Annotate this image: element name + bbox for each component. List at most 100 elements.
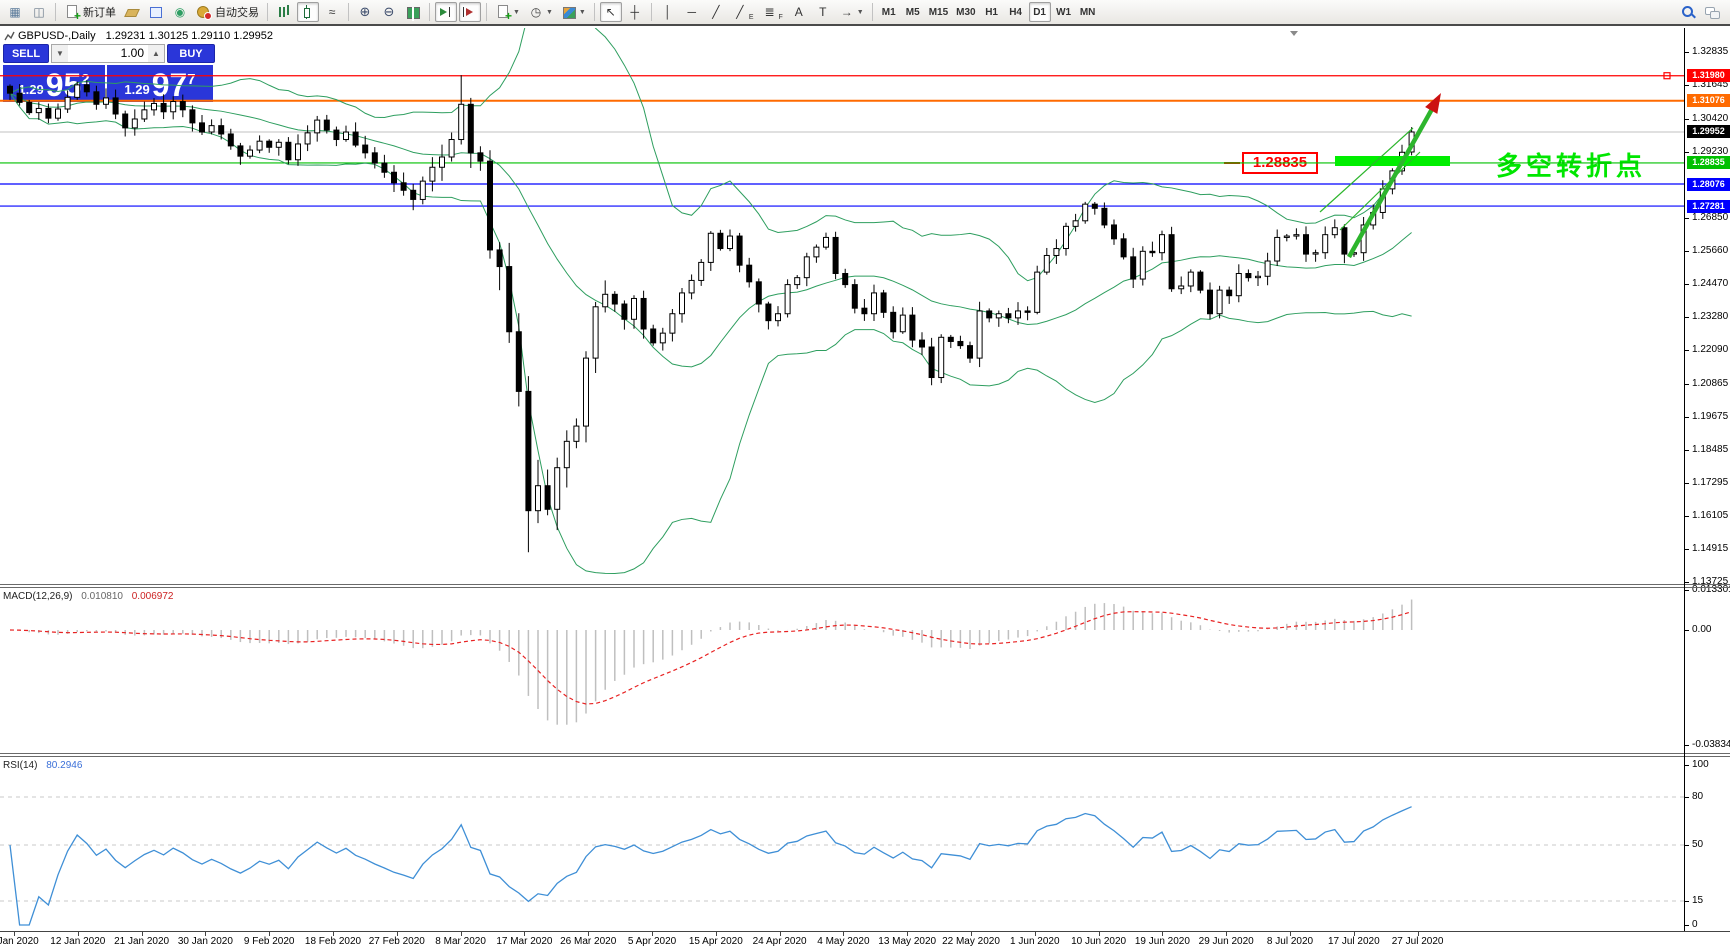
date-label: 13 May 2020 — [878, 936, 937, 947]
vline-icon: │ — [664, 5, 672, 19]
rsi-axis-label: 15 — [1692, 895, 1704, 906]
timeframe-m1-button[interactable]: M1 — [878, 2, 900, 22]
bar-chart-mode-button[interactable] — [273, 2, 295, 22]
vline-button[interactable]: │ — [657, 2, 679, 22]
arrows-button[interactable]: → ▼ — [840, 5, 864, 19]
volume-increase-button[interactable]: ▲ — [148, 45, 164, 62]
line-chart-mode-button[interactable]: ≈ — [321, 2, 343, 22]
date-label: 9 Feb 2020 — [243, 936, 295, 947]
label-icon: T — [819, 5, 827, 19]
bollinger-lower-band — [9, 92, 1412, 574]
rsi-panel-surface[interactable] — [0, 757, 1684, 931]
channel-button[interactable]: ╱ E — [729, 2, 757, 22]
hline-button[interactable]: ─ — [681, 2, 703, 22]
price-tick-label: 1.14915 — [1692, 543, 1729, 555]
buy-button[interactable]: BUY — [167, 44, 215, 63]
macd-panel-surface[interactable] — [0, 588, 1684, 753]
main-chart-surface[interactable] — [0, 28, 1684, 584]
rsi-axis-tick — [1684, 845, 1689, 846]
timeframe-m15-button[interactable]: M15 — [926, 2, 951, 22]
timeframe-m5-button[interactable]: M5 — [902, 2, 924, 22]
date-tick — [141, 932, 143, 936]
turning-zone-bar[interactable] — [1335, 156, 1450, 166]
price-tick-label: 1.23280 — [1692, 311, 1729, 323]
timeframe-h4-button[interactable]: H4 — [1005, 2, 1027, 22]
candlestick-mode-button[interactable] — [297, 2, 319, 22]
rsi-axis-tick — [1684, 797, 1689, 798]
signal-button[interactable]: ◉ — [169, 2, 191, 22]
trendline-2[interactable] — [1339, 151, 1421, 231]
trend-arrow-head[interactable] — [1425, 93, 1441, 114]
price-level-label: 1.28835 — [1687, 156, 1730, 170]
community-button[interactable] — [1701, 2, 1723, 22]
eraser-button[interactable] — [121, 2, 143, 22]
volume-stepper: ▼ 1.00 ▲ — [51, 44, 165, 63]
price-tick-label: 1.17295 — [1692, 477, 1729, 489]
date-label: 12 Jan 2020 — [50, 936, 106, 947]
date-label: 18 Feb 2020 — [304, 936, 362, 947]
sell-button[interactable]: SELL — [3, 44, 49, 63]
timeframe-h1-button-label: H1 — [985, 6, 998, 18]
macd-signal-line — [9, 611, 1412, 705]
macd-axis-tick — [1684, 745, 1689, 747]
zoom-out-button[interactable]: ⊖ — [378, 2, 400, 22]
fibonacci-button[interactable]: ≣ F — [758, 2, 785, 22]
data-window-button[interactable] — [145, 2, 167, 22]
new-order-button[interactable]: 新订单 — [61, 2, 119, 23]
indicators-button[interactable]: ▼ — [492, 2, 523, 23]
chart-preview-button[interactable]: ◫ — [28, 2, 50, 22]
date-label: 17 Mar 2020 — [496, 936, 553, 947]
timeframe-m15-button-label: M15 — [928, 6, 949, 18]
auto-scroll-button[interactable] — [435, 2, 457, 22]
volume-input[interactable]: 1.00 — [120, 46, 144, 60]
candle-icon — [300, 4, 316, 20]
price-tick — [1684, 516, 1689, 518]
new-chart-icon: ▦ — [9, 5, 21, 19]
date-label: 5 Apr 2020 — [627, 936, 677, 947]
autotrading-button[interactable]: 自动交易 — [193, 2, 262, 22]
zoom-in-button[interactable]: ⊕ — [354, 2, 376, 22]
search-button[interactable] — [1677, 2, 1699, 22]
templates-button[interactable]: ▼ — [558, 2, 589, 22]
rsi-axis-tick — [1684, 901, 1689, 902]
label-button[interactable]: T — [812, 2, 834, 22]
text-button[interactable]: A — [788, 2, 810, 22]
periods-button[interactable]: ◷ ▼ — [525, 2, 556, 22]
timeframe-mn-button[interactable]: MN — [1077, 2, 1099, 22]
price-tick — [1684, 284, 1689, 286]
timeframe-w1-button[interactable]: W1 — [1053, 2, 1075, 22]
date-tick — [1098, 932, 1100, 936]
autotrading-button-label: 自动交易 — [215, 7, 259, 19]
autoscroll-icon — [438, 4, 454, 20]
crosshair-button[interactable]: ┼ — [624, 2, 646, 22]
rsi-axis-label: 80 — [1692, 791, 1704, 802]
turning-point-annotation[interactable]: 多空转折点 — [1496, 150, 1647, 181]
price-axis[interactable]: 1.32835 1.31645 1.30420 1.29230 1.26850 1.256… — [1684, 28, 1730, 931]
cursor-button[interactable]: ↖ — [599, 2, 622, 22]
price-tick — [1684, 251, 1689, 253]
timeframe-h1-button[interactable]: H1 — [981, 2, 1003, 22]
buy-price-pip: 7 — [187, 71, 196, 88]
doc-plus-icon — [495, 4, 512, 23]
timeframe-w1-button-label: W1 — [1056, 6, 1072, 18]
bollinger-middle-band — [9, 92, 1412, 368]
date-tick — [269, 932, 271, 936]
text-icon: A — [794, 5, 803, 19]
chart-window[interactable]: GBPUSD-,Daily 1.29231 1.30125 1.29110 1.… — [0, 28, 1730, 952]
trendline-1[interactable] — [1319, 127, 1414, 213]
price-tick — [1684, 384, 1689, 386]
macd-signal-value: 0.006972 — [131, 591, 174, 602]
trend-arrow-shaft[interactable] — [1347, 102, 1438, 259]
macd-axis-label: -0.038343 — [1692, 739, 1730, 751]
date-tick — [77, 932, 79, 936]
date-axis[interactable]: 3 Jan 2020 12 Jan 2020 21 Jan 2020 30 Jan 2… — [0, 932, 1730, 952]
new-chart-button[interactable]: ▦ — [4, 2, 26, 22]
timeframe-d1-button[interactable]: D1 — [1028, 2, 1051, 22]
trendline-button[interactable]: ╱ — [705, 2, 727, 22]
tile-windows-button[interactable] — [402, 2, 424, 22]
timeframe-m30-button[interactable]: M30 — [953, 2, 978, 22]
volume-decrease-button[interactable]: ▼ — [52, 45, 68, 62]
chart-shift-button[interactable] — [459, 2, 481, 22]
